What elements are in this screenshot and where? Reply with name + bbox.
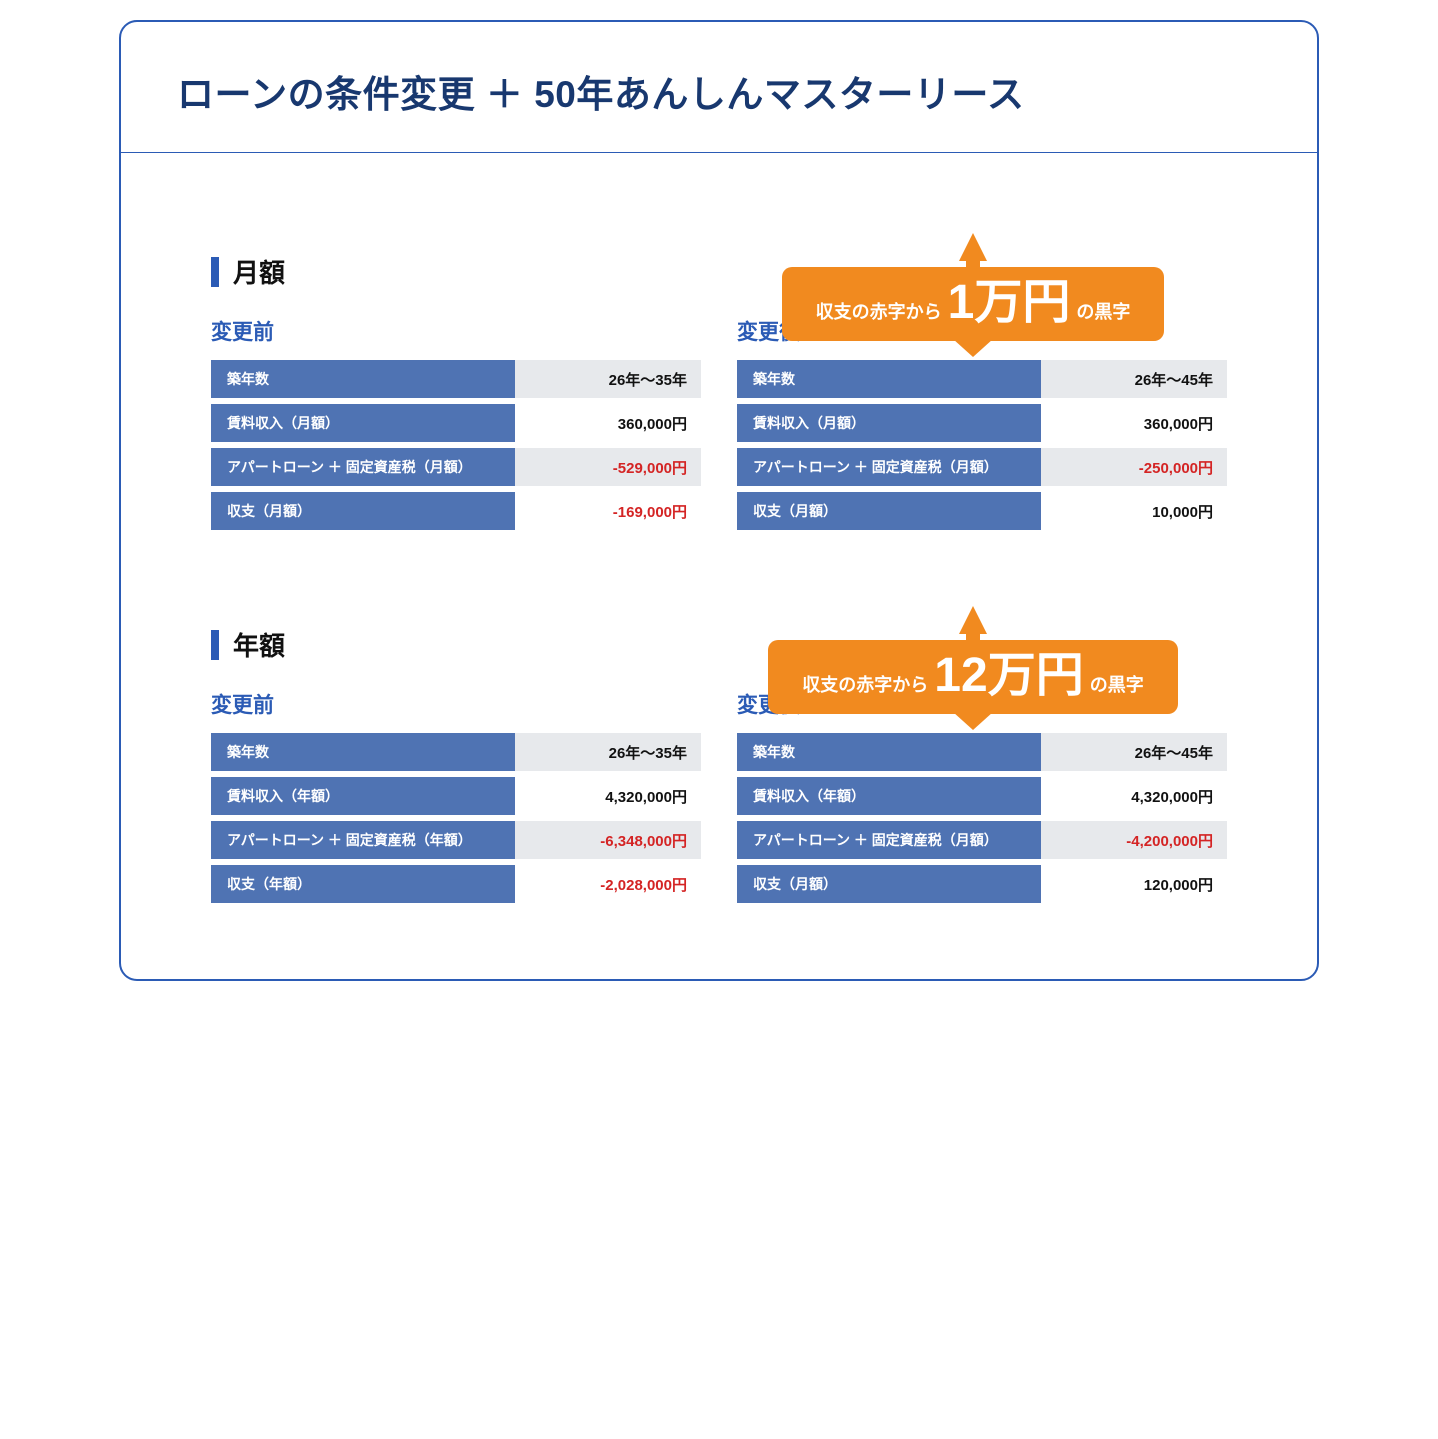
row-value: -250,000円 [1041,448,1227,486]
card-body: 収支の赤字から 1万円 の黒字 月額 変更前 築年数26年〜35年賃料収入（月額… [121,153,1317,979]
callout-monthly: 収支の赤字から 1万円 の黒字 [719,233,1227,341]
row-value: -169,000円 [515,492,701,530]
card: ローンの条件変更 ＋ 50年あんしんマスターリース 収支の赤字から 1万円 の黒… [119,20,1319,981]
heading-bar-icon [211,630,219,660]
row-label: 賃料収入（月額） [737,404,1041,442]
row-value: 10,000円 [1041,492,1227,530]
row-label: 収支（月額） [737,865,1041,903]
card-header: ローンの条件変更 ＋ 50年あんしんマスターリース [121,22,1317,153]
callout-bubble: 収支の赤字から 1万円 の黒字 [782,267,1165,341]
row-label: 収支（月額） [737,492,1041,530]
row-value: 4,320,000円 [1041,777,1227,815]
callout-big: 1万円 [948,279,1071,327]
row-value: -6,348,000円 [515,821,701,859]
row-value: 360,000円 [1041,404,1227,442]
callout-prefix: 収支の赤字から [816,298,942,324]
table-row: アパートローン ＋ 固定資産税（年額）-6,348,000円 [211,821,701,859]
tables-row: 変更前 築年数26年〜35年賃料収入（年額）4,320,000円アパートローン … [211,689,1227,909]
heading-text: 年額 [233,626,285,663]
row-label: 賃料収入（月額） [211,404,515,442]
row-label: アパートローン ＋ 固定資産税（年額） [211,821,515,859]
callout-yearly: 収支の赤字から 12万円 の黒字 [719,606,1227,714]
row-label: 賃料収入（年額） [737,777,1041,815]
sub-heading-before: 変更前 [211,689,701,719]
rows-before: 築年数26年〜35年賃料収入（年額）4,320,000円アパートローン ＋ 固定… [211,733,701,903]
row-value: -529,000円 [515,448,701,486]
table-row: 築年数26年〜45年 [737,360,1227,398]
table-row: 賃料収入（年額）4,320,000円 [211,777,701,815]
callout-suffix: の黒字 [1090,671,1144,697]
table-before: 変更前 築年数26年〜35年賃料収入（月額）360,000円アパートローン ＋ … [211,316,701,536]
row-label: 収支（月額） [211,492,515,530]
row-value: 360,000円 [515,404,701,442]
card-title: ローンの条件変更 ＋ 50年あんしんマスターリース [177,64,1261,118]
rows-before: 築年数26年〜35年賃料収入（月額）360,000円アパートローン ＋ 固定資産… [211,360,701,530]
row-label: アパートローン ＋ 固定資産税（月額） [737,821,1041,859]
row-label: アパートローン ＋ 固定資産税（月額） [211,448,515,486]
section-monthly: 収支の赤字から 1万円 の黒字 月額 変更前 築年数26年〜35年賃料収入（月額… [211,253,1227,536]
table-before: 変更前 築年数26年〜35年賃料収入（年額）4,320,000円アパートローン … [211,689,701,909]
arrow-up-icon [959,606,987,634]
table-row: 築年数26年〜35年 [211,360,701,398]
row-label: アパートローン ＋ 固定資産税（月額） [737,448,1041,486]
row-value: 26年〜35年 [515,360,701,398]
row-value: 120,000円 [1041,865,1227,903]
table-row: 築年数26年〜45年 [737,733,1227,771]
callout-big: 12万円 [934,652,1083,700]
table-row: 賃料収入（月額）360,000円 [211,404,701,442]
row-label: 築年数 [211,360,515,398]
tables-row: 変更前 築年数26年〜35年賃料収入（月額）360,000円アパートローン ＋ … [211,316,1227,536]
heading-text: 月額 [233,253,285,290]
rows-after: 築年数26年〜45年賃料収入（月額）360,000円アパートローン ＋ 固定資産… [737,360,1227,530]
callout-bubble: 収支の赤字から 12万円 の黒字 [768,640,1177,714]
table-row: 収支（月額）120,000円 [737,865,1227,903]
arrow-up-icon [959,233,987,261]
rows-after: 築年数26年〜45年賃料収入（年額）4,320,000円アパートローン ＋ 固定… [737,733,1227,903]
table-row: アパートローン ＋ 固定資産税（月額）-250,000円 [737,448,1227,486]
row-value: 26年〜35年 [515,733,701,771]
row-label: 築年数 [211,733,515,771]
table-row: 賃料収入（月額）360,000円 [737,404,1227,442]
row-label: 築年数 [737,360,1041,398]
table-row: 収支（月額）-169,000円 [211,492,701,530]
row-label: 築年数 [737,733,1041,771]
table-row: 収支（月額）10,000円 [737,492,1227,530]
row-value: -2,028,000円 [515,865,701,903]
row-value: 4,320,000円 [515,777,701,815]
row-value: 26年〜45年 [1041,360,1227,398]
table-row: 賃料収入（年額）4,320,000円 [737,777,1227,815]
section-yearly: 収支の赤字から 12万円 の黒字 年額 変更前 築年数26年〜35年賃料収入（年… [211,626,1227,909]
table-row: 築年数26年〜35年 [211,733,701,771]
sub-heading-before: 変更前 [211,316,701,346]
row-value: -4,200,000円 [1041,821,1227,859]
callout-prefix: 収支の赤字から [802,671,928,697]
table-row: アパートローン ＋ 固定資産税（月額）-529,000円 [211,448,701,486]
heading-bar-icon [211,257,219,287]
callout-suffix: の黒字 [1076,298,1130,324]
row-value: 26年〜45年 [1041,733,1227,771]
row-label: 収支（年額） [211,865,515,903]
table-row: アパートローン ＋ 固定資産税（月額）-4,200,000円 [737,821,1227,859]
row-label: 賃料収入（年額） [211,777,515,815]
table-row: 収支（年額）-2,028,000円 [211,865,701,903]
